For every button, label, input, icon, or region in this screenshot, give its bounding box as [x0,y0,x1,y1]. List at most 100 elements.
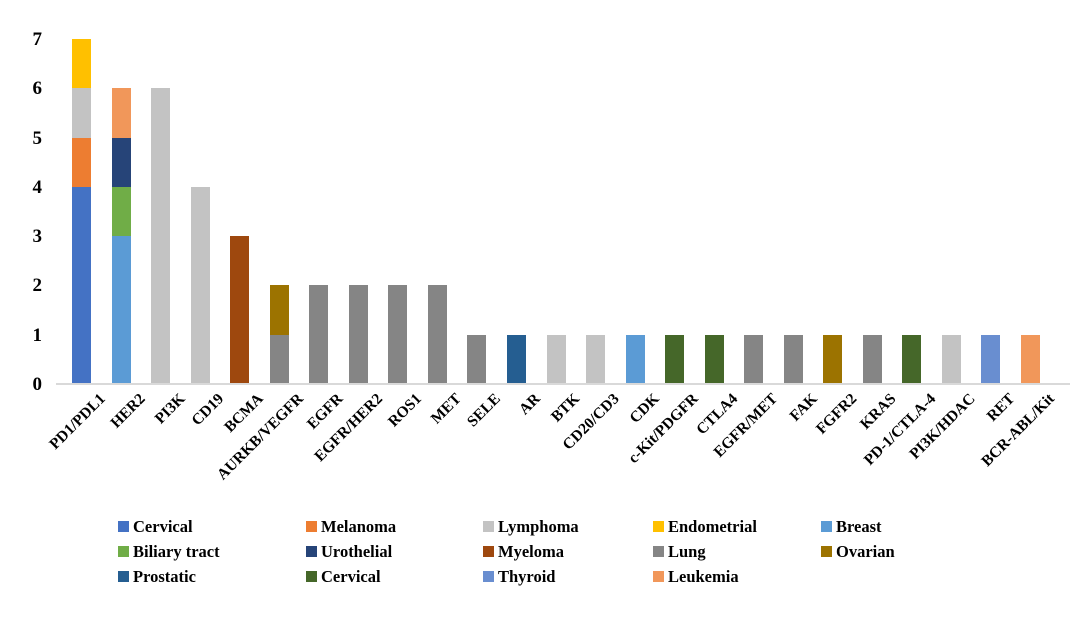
legend-label: Melanoma [321,516,397,536]
legend-item-urothelial: Urothelial [306,541,483,561]
legend-swatch-icon [118,521,129,532]
legend-item-ovarian: Ovarian [821,541,1068,561]
bar-segment-cervical [665,334,685,384]
legend-swatch-icon [306,521,317,532]
bar-segment-breast [625,334,645,384]
legend-swatch-icon [653,546,664,557]
bar-ROS1 [388,285,408,384]
bar-AURKB/VEGFR [269,285,289,384]
legend-label: Prostatic [133,566,196,586]
legend-item-myeloma: Myeloma [483,541,653,561]
bar-segment-lymphoma [151,88,171,384]
bar-CTLA4 [704,334,724,384]
x-axis-category-label: PD1/PDL1 [46,390,110,453]
legend-item-prostatic: Prostatic [118,566,306,586]
legend-label: Biliary tract [133,541,220,561]
legend-label: Leukemia [668,566,739,586]
bar-CDK [625,334,645,384]
bar-segment-lung [862,334,882,384]
bar-AR [506,334,526,384]
bar-BTK [546,334,566,384]
y-axis-tick-label: 3 [32,226,43,248]
bar-EGFR/HER2 [348,285,368,384]
bar-segment-lymphoma [941,334,961,384]
legend-label: Breast [836,516,882,536]
legend-label: Endometrial [668,516,757,536]
bar-segment-leukemia [1020,334,1040,384]
bar-CD19 [190,186,210,384]
bar-segment-lymphoma [546,334,566,384]
legend-item-leukemia: Leukemia [653,566,821,586]
legend-label: Myeloma [498,541,564,561]
legend-item-cervical: Cervical [118,516,306,536]
bar-segment-cervical [902,334,922,384]
bar-MET [427,285,447,384]
bar-segment-myeloma [230,236,250,384]
legend-swatch-icon [306,546,317,557]
legend-item-lymphoma: Lymphoma [483,516,653,536]
legend-swatch-icon [653,521,664,532]
chart-legend: Cervical Melanoma Lymphoma Endometrial Breas… [118,514,1068,589]
bar-BCMA [230,236,250,384]
bar-segment-lung [744,334,764,384]
y-axis-tick-label: 1 [32,324,43,346]
bar-segment-thyroid [981,334,1001,384]
x-axis-line [56,383,1070,385]
x-axis-category-label: AR [515,390,544,419]
legend-item-lung: Lung [653,541,821,561]
legend-label: Cervical [133,516,193,536]
bar-segment-lung [783,334,803,384]
legend-swatch-icon [306,571,317,582]
x-axis-category-label: ROS1 [385,390,426,431]
x-axis-category-label: HER2 [107,390,149,432]
bar-segment-endometrial [72,39,92,89]
x-axis-category-label: SELE [464,390,505,431]
legend-label: Lymphoma [498,516,579,536]
x-axis-category-label: BCR-ABL/Kit [977,390,1058,470]
bar-RET [981,334,1001,384]
bar-PD-1/CTLA-4 [902,334,922,384]
bar-segment-lung [427,285,447,384]
y-axis-tick-label: 0 [32,374,43,395]
bar-KRAS [862,334,882,384]
bar-EGFR [309,285,329,384]
bar-segment-cervical [704,334,724,384]
legend-swatch-icon [821,546,832,557]
bar-FAK [783,334,803,384]
bar-c-Kit/PDGFR [665,334,685,384]
bar-HER2 [111,88,131,384]
legend-swatch-icon [653,571,664,582]
bar-segment-cervical [72,186,92,384]
y-axis-tick-label: 6 [32,78,43,100]
bar-segment-leukemia [111,88,131,138]
bar-segment-lung [388,285,408,384]
bar-segment-ovarian [823,334,843,384]
legend-item-biliary-tract: Biliary tract [118,541,306,561]
bar-segment-biliary-tract [111,186,131,237]
bar-segment-lung [269,334,289,384]
legend-label: Cervical [321,566,381,586]
legend-label: Ovarian [836,541,895,561]
legend-label: Urothelial [321,541,393,561]
x-axis-category-label: PI3K [151,390,189,428]
bar-segment-urothelial [111,137,131,187]
bar-segment-ovarian [269,285,289,335]
bar-segment-lung [348,285,368,384]
bar-BCR-ABL/Kit [1020,334,1040,384]
bar-segment-lung [309,285,329,384]
legend-label: Thyroid [498,566,556,586]
bar-segment-lung [467,334,487,384]
y-axis-tick-label: 5 [32,127,43,149]
x-axis-category-label: BTK [548,390,584,426]
bar-PD1/PDL1 [72,39,92,384]
bar-PI3K [151,88,171,384]
legend-item-endometrial: Endometrial [653,516,821,536]
legend-swatch-icon [118,571,129,582]
y-axis-tick-label: 7 [32,29,43,50]
x-axis-category-label: FAK [786,390,821,425]
legend-item-melanoma: Melanoma [306,516,483,536]
x-axis-category-label: RET [983,390,1019,425]
legend-label: Lung [668,541,706,561]
bar-segment-prostatic [506,334,526,384]
legend-swatch-icon [483,571,494,582]
